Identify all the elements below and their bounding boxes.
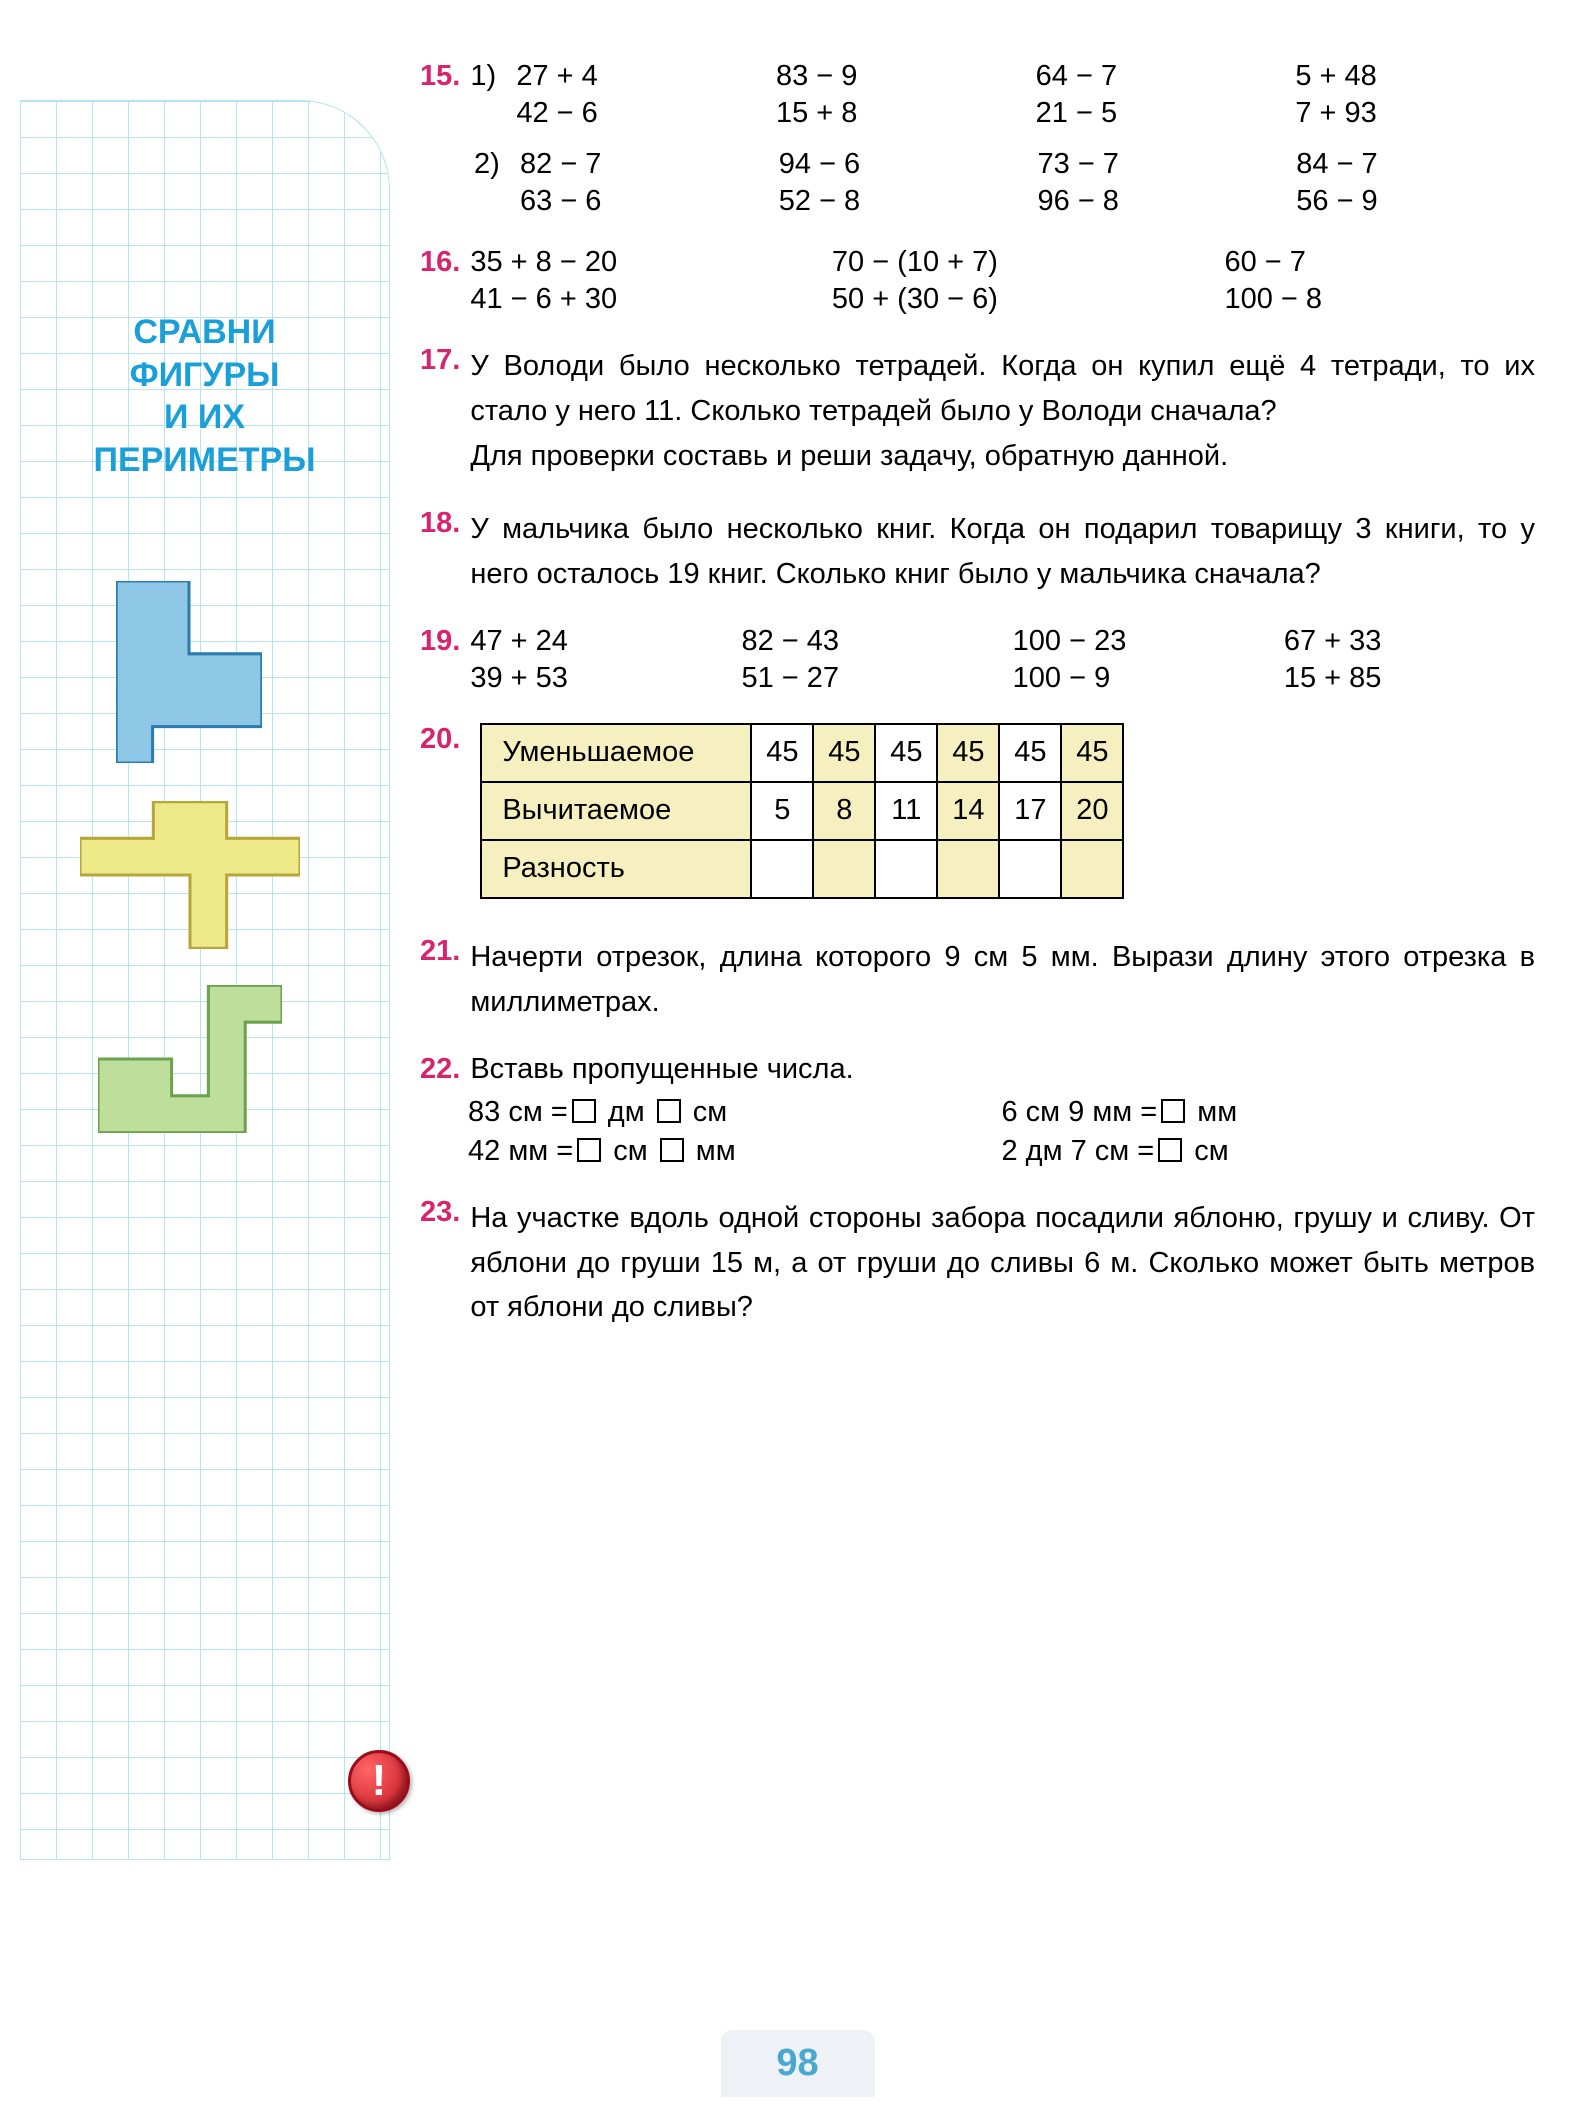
exercise-22: 22. Вставь пропущенные числа. 83 см = дм… bbox=[420, 1053, 1535, 1168]
cell: 45 bbox=[1061, 724, 1123, 782]
shape-blue bbox=[116, 581, 262, 763]
problem-text: На участке вдоль одной стороны забора по… bbox=[470, 1196, 1535, 1331]
cell: 15 + 8 bbox=[776, 97, 1016, 130]
cell: 82 − 43 bbox=[741, 625, 992, 658]
cell: 70 − (10 + 7) bbox=[832, 246, 1205, 279]
cell: 42 − 6 bbox=[516, 97, 756, 130]
cell: 94 − 6 bbox=[779, 148, 1018, 181]
subtraction-table: Уменьшаемое 45 45 45 45 45 45 Вычитаемое… bbox=[480, 723, 1124, 899]
row-header: Вычитаемое bbox=[481, 782, 751, 840]
textbook-page: СРАВНИ ФИГУРЫ И ИХ ПЕРИМЕТРЫ ! 15. bbox=[0, 0, 1595, 2127]
cell: 83 − 9 bbox=[776, 60, 1016, 93]
main-content: 15. 1) 27 + 4 83 − 9 64 − 7 5 + 48 42 − … bbox=[420, 60, 1535, 1358]
problem-text: Вставь пропущенные числа. bbox=[470, 1053, 853, 1086]
sidebar-title: СРАВНИ ФИГУРЫ И ИХ ПЕРИМЕТРЫ bbox=[20, 311, 389, 481]
cell: 45 bbox=[875, 724, 937, 782]
subnum: 2) bbox=[474, 148, 510, 181]
cell: 41 − 6 + 30 bbox=[470, 283, 812, 316]
cell: 15 + 85 bbox=[1284, 662, 1535, 695]
cell: 5 bbox=[751, 782, 813, 840]
subnum: 1) bbox=[470, 60, 506, 93]
equation: 6 см 9 мм = мм bbox=[1002, 1096, 1536, 1129]
sidebar-line: И ИХ bbox=[164, 398, 245, 436]
cell: 63 − 6 bbox=[520, 185, 759, 218]
equation: 2 дм 7 см = см bbox=[1002, 1135, 1536, 1168]
sidebar-line: ФИГУРЫ bbox=[130, 356, 280, 394]
cell: 21 − 5 bbox=[1036, 97, 1276, 130]
cell: 100 − 23 bbox=[1013, 625, 1264, 658]
row-header: Уменьшаемое bbox=[481, 724, 751, 782]
ex-num: 15. bbox=[420, 60, 460, 93]
cell: 67 + 33 bbox=[1284, 625, 1535, 658]
exercise-16: 16. 35 + 8 − 20 70 − (10 + 7) 60 − 7 41 … bbox=[420, 246, 1535, 316]
cell: 17 bbox=[999, 782, 1061, 840]
ex-num: 18. bbox=[420, 507, 460, 597]
equation: 42 мм = см мм bbox=[468, 1135, 1002, 1168]
ex-num: 21. bbox=[420, 935, 460, 1025]
cell: 14 bbox=[937, 782, 999, 840]
ex-num: 17. bbox=[420, 344, 460, 479]
cell: 60 − 7 bbox=[1224, 246, 1535, 279]
cell: 45 bbox=[751, 724, 813, 782]
ex-num: 16. bbox=[420, 246, 460, 316]
cell: 50 + (30 − 6) bbox=[832, 283, 1205, 316]
cell: 11 bbox=[875, 782, 937, 840]
exercise-19: 19. 47 + 24 82 − 43 100 − 23 67 + 33 39 … bbox=[420, 625, 1535, 695]
ex-num: 23. bbox=[420, 1196, 460, 1331]
cell: 64 − 7 bbox=[1036, 60, 1276, 93]
cell bbox=[751, 840, 813, 898]
problem-text: У мальчика было несколько книг. Когда он… bbox=[470, 507, 1535, 597]
cell: 20 bbox=[1061, 782, 1123, 840]
cell: 35 + 8 − 20 bbox=[470, 246, 812, 279]
cell: 51 − 27 bbox=[741, 662, 992, 695]
cell: 73 − 7 bbox=[1038, 148, 1277, 181]
cell: 45 bbox=[813, 724, 875, 782]
exercise-23: 23. На участке вдоль одной стороны забор… bbox=[420, 1196, 1535, 1331]
cell bbox=[813, 840, 875, 898]
cell: 45 bbox=[999, 724, 1061, 782]
cell: 47 + 24 bbox=[470, 625, 721, 658]
problem-text: У Володи было несколько тетрадей. Когда … bbox=[470, 350, 1535, 427]
cell: 27 + 4 bbox=[516, 60, 756, 93]
equation: 83 см = дм см bbox=[468, 1096, 1002, 1129]
cell bbox=[999, 840, 1061, 898]
cell: 100 − 9 bbox=[1013, 662, 1264, 695]
cell: 56 − 9 bbox=[1296, 185, 1535, 218]
grid-sidebar: СРАВНИ ФИГУРЫ И ИХ ПЕРИМЕТРЫ bbox=[20, 100, 390, 1860]
cell: 5 + 48 bbox=[1295, 60, 1535, 93]
cell: 7 + 93 bbox=[1295, 97, 1535, 130]
page-number: 98 bbox=[720, 2030, 874, 2097]
cell: 52 − 8 bbox=[779, 185, 1018, 218]
cell bbox=[875, 840, 937, 898]
shape-yellow bbox=[80, 801, 300, 949]
cell: 39 + 53 bbox=[470, 662, 721, 695]
exercise-20: 20. Уменьшаемое 45 45 45 45 45 45 Вычита… bbox=[420, 723, 1535, 899]
exercise-17: 17. У Володи было несколько тетрадей. Ко… bbox=[420, 344, 1535, 479]
cell bbox=[937, 840, 999, 898]
ex-num: 19. bbox=[420, 625, 460, 695]
cell: 45 bbox=[937, 724, 999, 782]
ex-num: 22. bbox=[420, 1053, 460, 1086]
shape-green bbox=[98, 985, 282, 1133]
cell: 96 − 8 bbox=[1038, 185, 1277, 218]
cell: 100 − 8 bbox=[1224, 283, 1535, 316]
problem-text: Для проверки составь и реши задачу, обра… bbox=[470, 440, 1228, 472]
cell bbox=[1061, 840, 1123, 898]
row-header: Разность bbox=[481, 840, 751, 898]
exercise-18: 18. У мальчика было несколько книг. Когд… bbox=[420, 507, 1535, 597]
problem-text: Начерти отрезок, длина которого 9 см 5 м… bbox=[470, 935, 1535, 1025]
sidebar-line: ПЕРИМЕТРЫ bbox=[94, 441, 316, 479]
exercise-21: 21. Начерти отрезок, длина которого 9 см… bbox=[420, 935, 1535, 1025]
exercise-15: 15. 1) 27 + 4 83 − 9 64 − 7 5 + 48 42 − … bbox=[420, 60, 1535, 218]
sidebar-line: СРАВНИ bbox=[133, 313, 275, 351]
cell: 8 bbox=[813, 782, 875, 840]
cell: 82 − 7 bbox=[520, 148, 759, 181]
cell: 84 − 7 bbox=[1296, 148, 1535, 181]
exclamation-icon: ! bbox=[348, 1750, 410, 1812]
ex-num: 20. bbox=[420, 723, 460, 756]
